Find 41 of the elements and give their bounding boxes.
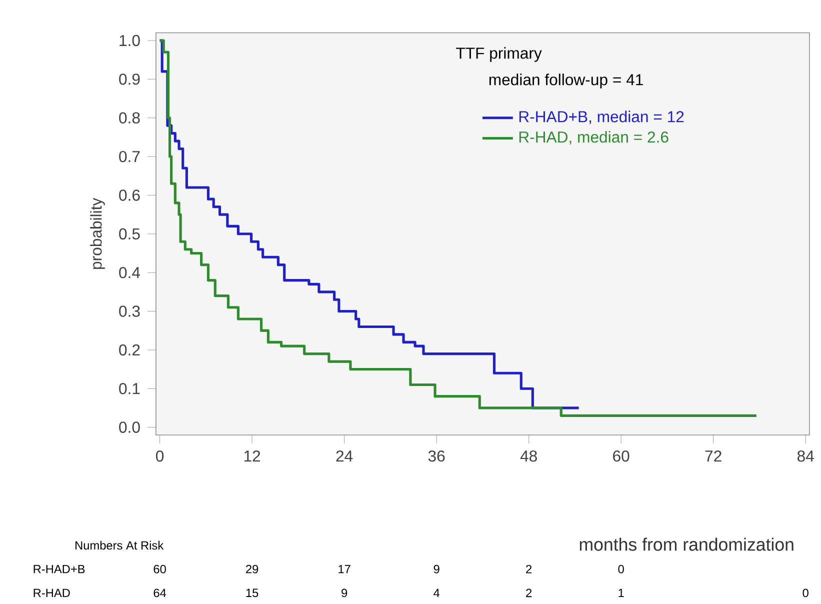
text: 60 xyxy=(154,565,166,574)
y-tick-label: 0.4 xyxy=(119,267,140,278)
legend-title: TTF primary xyxy=(456,47,542,62)
x-tick-label: 0 xyxy=(156,450,164,462)
y-axis-title: probability xyxy=(90,198,105,270)
text: 9 xyxy=(342,588,348,598)
x-tick-label: 72 xyxy=(705,450,722,462)
text: 64 xyxy=(154,588,166,598)
x-tick-label: 24 xyxy=(336,450,353,462)
x-axis-title: months from randomization xyxy=(580,538,794,551)
text: 9 xyxy=(434,565,440,574)
y-tick-label: 0.2 xyxy=(119,344,140,356)
text: R-HAD xyxy=(34,588,70,598)
text: 29 xyxy=(246,565,258,574)
x-tick-label: 60 xyxy=(613,450,630,462)
y-tick-label: 0.8 xyxy=(119,112,140,124)
y-tick-label: 1.0 xyxy=(120,35,140,46)
y-tick-label: 0.6 xyxy=(119,190,140,201)
text: 0 xyxy=(618,565,624,574)
y-tick-label: 0.7 xyxy=(119,151,140,162)
text: 15 xyxy=(246,588,258,598)
text: 1 xyxy=(618,588,624,598)
y-tick-label: 0.3 xyxy=(119,306,140,317)
text: 2 xyxy=(526,588,532,598)
x-tick-label: 48 xyxy=(520,450,537,462)
x-tick-label: 36 xyxy=(428,450,445,462)
text: Numbers At Risk xyxy=(76,541,164,550)
x-tick-label: 12 xyxy=(244,450,260,462)
legend-label: R-HAD+B, median = 12 xyxy=(519,110,684,124)
text: R-HAD+B xyxy=(34,565,85,574)
text: 4 xyxy=(434,588,440,598)
y-tick-label: 0.5 xyxy=(119,228,140,240)
y-tick-label: 0.0 xyxy=(119,422,140,434)
x-tick-label: 84 xyxy=(797,450,814,462)
text: 0 xyxy=(802,588,808,598)
legend-label: R-HAD, median = 2.6 xyxy=(519,131,668,145)
annotation: median follow-up = 41 xyxy=(489,74,643,89)
text: 2 xyxy=(526,565,532,574)
y-tick-label: 0.9 xyxy=(119,74,140,85)
text: 17 xyxy=(338,565,350,574)
y-tick-label: 0.1 xyxy=(119,383,140,394)
